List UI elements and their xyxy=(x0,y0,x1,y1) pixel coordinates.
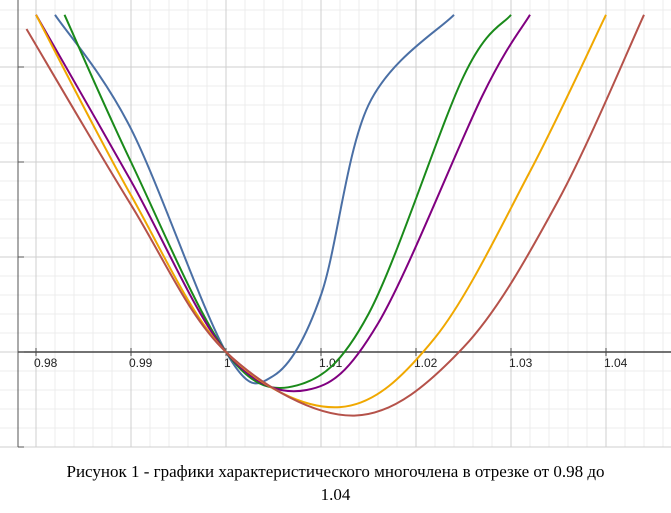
caption-line-2: 1.04 xyxy=(320,485,351,504)
x-tick-label: 0.99 xyxy=(129,356,153,370)
series-line-4 xyxy=(35,14,607,409)
x-tick-label: 0.98 xyxy=(34,356,58,370)
x-tick-label: 1.02 xyxy=(414,356,438,370)
x-tick-label: 1.04 xyxy=(604,356,628,370)
x-tick-label: 1.03 xyxy=(509,356,533,370)
series-line-1 xyxy=(54,14,455,385)
x-tick-labels: 0.98 0.99 1 1.01 1.02 1.03 1.04 xyxy=(34,348,628,370)
figure-caption: Рисунок 1 - графики характеристического … xyxy=(0,460,671,506)
polynomial-chart: 0.98 0.99 1 1.01 1.02 1.03 1.04 xyxy=(0,0,671,448)
x-tick-label: 1 xyxy=(224,356,231,370)
series-line-2 xyxy=(63,14,512,389)
series-line-5 xyxy=(25,14,645,417)
caption-line-1: Рисунок 1 - графики характеристического … xyxy=(66,462,605,481)
x-tick-label: 1.01 xyxy=(319,356,343,370)
series-line-3 xyxy=(35,14,531,393)
major-grid xyxy=(0,0,671,448)
series-lines xyxy=(25,14,645,417)
